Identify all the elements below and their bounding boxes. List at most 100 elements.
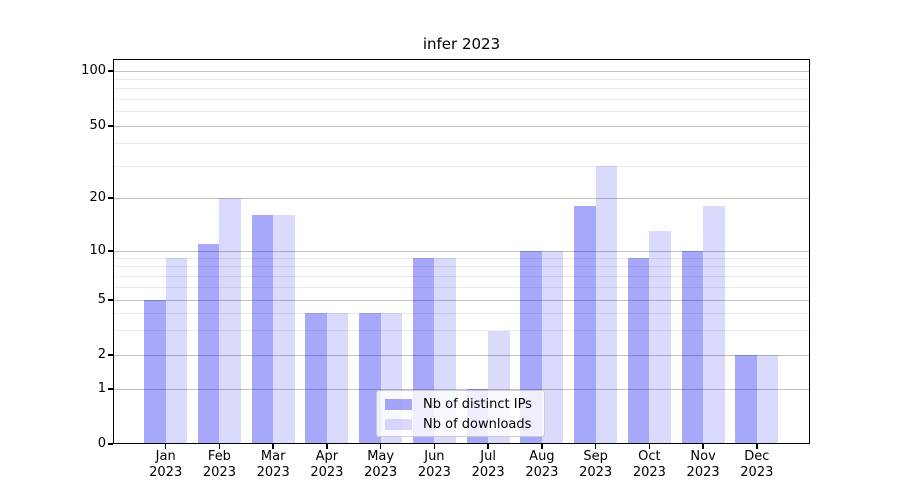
x-tick-month: Jan [155, 449, 176, 464]
minor-gridline [113, 78, 810, 80]
x-tick-year: 2023 [579, 465, 613, 480]
major-gridline [113, 250, 810, 252]
legend-label-distinct-ips: Nb of distinct IPs [423, 396, 532, 412]
y-tick-label-50: 50 [89, 118, 106, 133]
major-gridline [113, 197, 810, 199]
grid-layer [113, 59, 810, 444]
x-tick-month: Apr [315, 449, 339, 464]
x-tick-year: 2023 [471, 465, 505, 480]
bar-downloads-oct [649, 230, 671, 444]
bar-distinct-ips-may [359, 313, 381, 444]
bar-downloads-nov [703, 206, 725, 444]
x-tick-mark [594, 444, 597, 449]
y-tick-mark [108, 197, 113, 199]
x-tick-label-nov: Nov 2023 [663, 449, 743, 481]
legend-label-downloads: Nb of downloads [423, 416, 532, 432]
x-tick-mark [702, 444, 704, 449]
x-tick-month: May [367, 449, 395, 464]
x-tick-label-jun: Jun 2023 [394, 449, 474, 481]
minor-gridline [113, 330, 810, 332]
y-tick-mark [108, 354, 113, 356]
x-tick-mark [648, 444, 651, 449]
bars-layer [113, 59, 810, 444]
x-tick-mark [379, 444, 382, 449]
x-tick-label-jan: Jan 2023 [126, 449, 206, 481]
x-tick-mark [487, 444, 489, 449]
y-tick-label-0: 0 [97, 436, 106, 451]
x-tick-year: 2023 [310, 465, 344, 480]
bar-distinct-ips-mar [251, 215, 274, 444]
bar-downloads-apr [326, 313, 349, 444]
minor-gridline [113, 111, 810, 113]
major-gridline [113, 354, 810, 356]
y-tick-mark [108, 125, 113, 127]
x-tick-year: 2023 [525, 465, 559, 480]
bar-distinct-ips-sep [574, 206, 596, 444]
x-tick-label-apr: Apr 2023 [287, 449, 367, 481]
x-tick-label-mar: Mar 2023 [233, 449, 313, 481]
x-tick-mark [326, 444, 328, 449]
x-tick-year: 2023 [740, 465, 774, 480]
y-tick-label-100: 100 [81, 63, 106, 78]
bar-downloads-aug [541, 251, 564, 444]
x-tick-label-sep: Sep 2023 [556, 449, 636, 481]
x-tick-label-may: May 2023 [341, 449, 421, 481]
x-tick-month: Aug [529, 449, 555, 464]
x-tick-year: 2023 [632, 465, 666, 480]
x-tick-label-feb: Feb 2023 [179, 449, 259, 481]
bar-downloads-dec [756, 355, 779, 444]
major-gridline [113, 125, 810, 127]
x-tick-month: Sep [583, 449, 608, 464]
x-tick-mark [165, 444, 167, 449]
bar-downloads-mar [273, 215, 295, 444]
bar-downloads-jan [165, 258, 188, 444]
x-tick-mark [433, 444, 436, 449]
minor-gridline [113, 165, 810, 167]
x-tick-year: 2023 [417, 465, 451, 480]
minor-gridline [113, 275, 810, 277]
y-tick-mark [108, 70, 113, 72]
y-tick-mark [108, 388, 113, 390]
minor-gridline [113, 98, 810, 100]
y-tick-label-10: 10 [89, 243, 106, 258]
bar-distinct-ips-nov [681, 251, 704, 444]
x-tick-label-dec: Dec 2023 [717, 449, 797, 481]
legend-swatch-distinct-ips [385, 398, 412, 410]
y-tick-mark [108, 443, 113, 445]
x-tick-year: 2023 [256, 465, 290, 480]
y-tick-mark [108, 299, 113, 301]
bar-distinct-ips-feb [197, 243, 220, 444]
bar-distinct-ips-oct [627, 258, 650, 444]
x-tick-label-aug: Aug 2023 [502, 449, 582, 481]
x-tick-month: Oct [638, 449, 661, 464]
x-tick-label-oct: Oct 2023 [609, 449, 689, 481]
major-gridline [113, 388, 810, 390]
bar-distinct-ips-apr [305, 313, 327, 444]
legend-item-distinct-ips: Nb of distinct IPs [377, 394, 544, 414]
bar-downloads-feb [219, 198, 241, 444]
minor-gridline [113, 266, 810, 268]
x-tick-mark [272, 444, 274, 449]
bar-distinct-ips-dec [735, 355, 757, 444]
x-tick-month: Nov [690, 449, 716, 464]
x-tick-month: Jul [480, 449, 496, 464]
minor-gridline [113, 257, 810, 259]
major-gridline [113, 70, 810, 72]
bar-distinct-ips-jan [144, 300, 166, 444]
major-gridline [113, 299, 810, 301]
x-tick-label-jul: Jul 2023 [448, 449, 528, 481]
y-tick-label-2: 2 [97, 347, 106, 362]
legend-item-downloads: Nb of downloads [377, 414, 544, 434]
minor-gridline [113, 312, 810, 314]
y-tick-label-5: 5 [97, 292, 106, 307]
x-tick-month: Mar [260, 449, 286, 464]
legend-swatch-downloads [385, 418, 412, 430]
x-tick-month: Jun [424, 449, 445, 464]
x-tick-mark [756, 444, 758, 449]
x-tick-year: 2023 [364, 465, 398, 480]
plot-area: Nb of distinct IPs Nb of downloads [113, 59, 810, 444]
y-tick-label-20: 20 [89, 190, 106, 205]
x-tick-year: 2023 [149, 465, 183, 480]
x-tick-month: Dec [744, 449, 770, 464]
y-tick-label-1: 1 [97, 381, 106, 396]
